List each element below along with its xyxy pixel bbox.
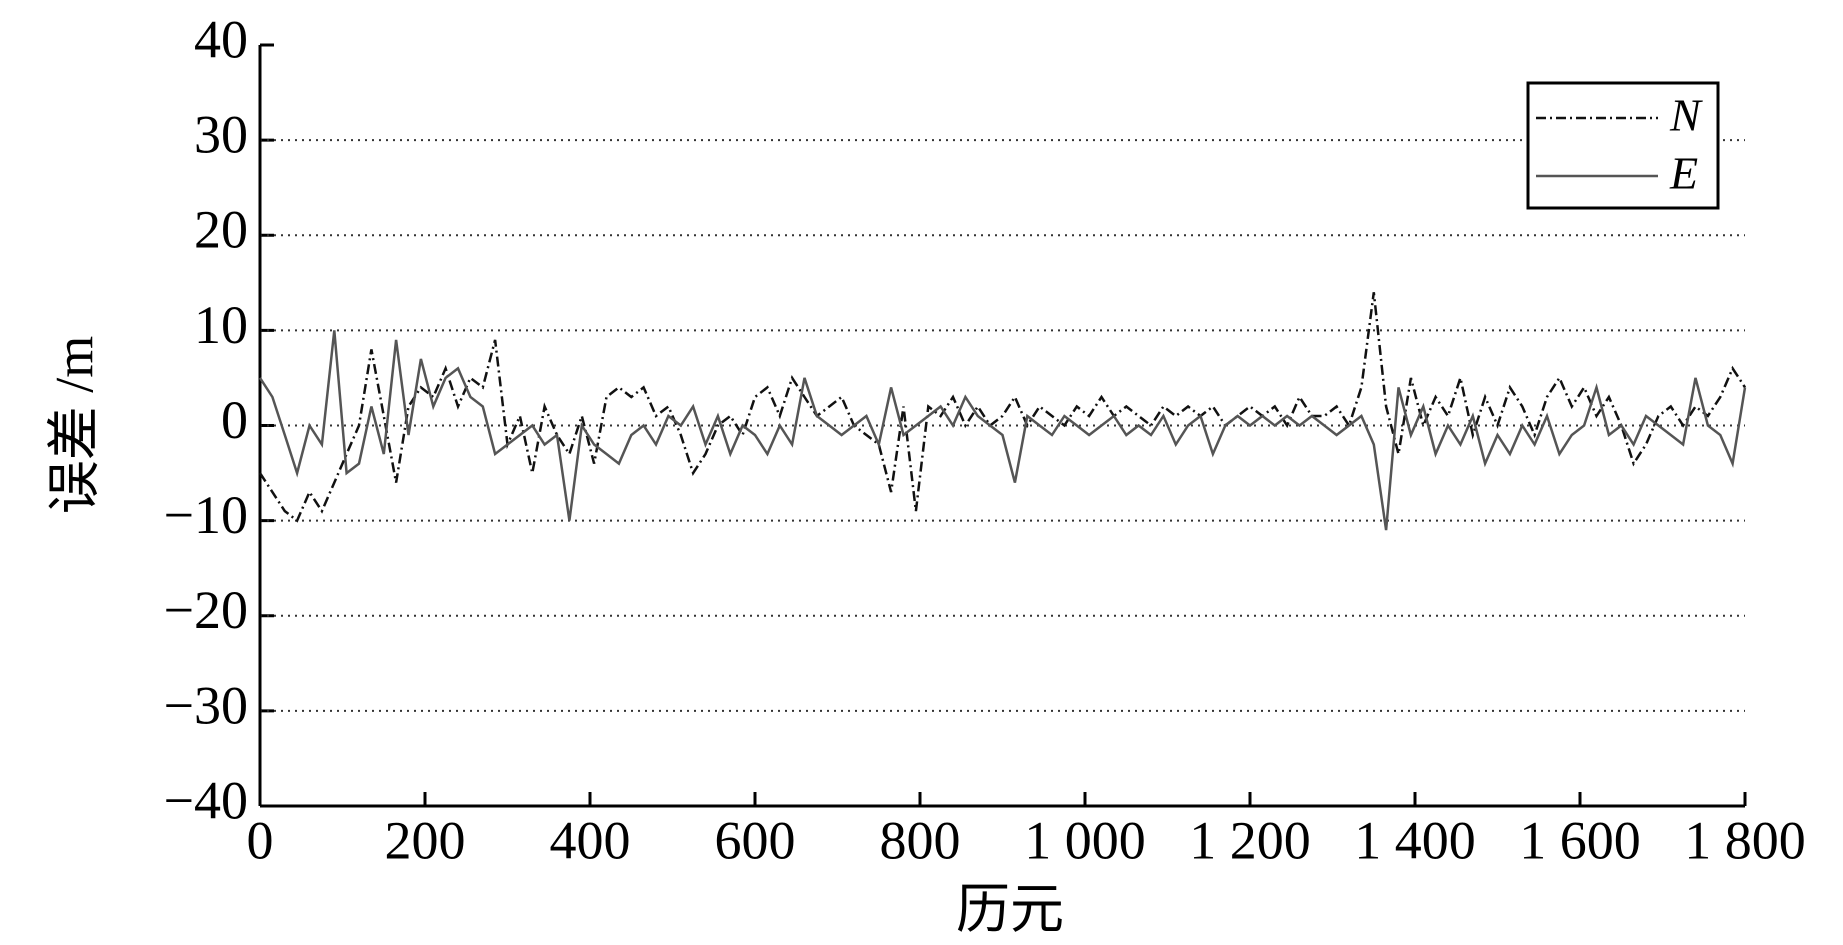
y-tick-label: −20 xyxy=(164,580,248,640)
x-tick-label: 1 000 xyxy=(1024,810,1146,870)
x-tick-label: 1 800 xyxy=(1684,810,1806,870)
legend-box xyxy=(1526,81,1720,210)
legend-label: N xyxy=(1669,90,1703,141)
y-axis-label: 误差 /m xyxy=(44,336,104,515)
x-tick-label: 400 xyxy=(550,810,631,870)
data-line xyxy=(258,330,1747,531)
x-tick-label: 600 xyxy=(715,810,796,870)
y-tick-label: 0 xyxy=(221,390,248,450)
y-tick-label: 40 xyxy=(194,9,248,69)
y-tick-label: 10 xyxy=(194,295,248,355)
y-tick-label: −30 xyxy=(164,675,248,735)
x-tick-label: 1 400 xyxy=(1354,810,1476,870)
x-tick-label: 1 200 xyxy=(1189,810,1311,870)
y-tick-label: −40 xyxy=(164,770,248,830)
x-axis-label: 历元 xyxy=(956,879,1064,939)
x-tick-label: 0 xyxy=(247,810,274,870)
x-tick-label: 200 xyxy=(385,810,466,870)
y-tick-label: 30 xyxy=(194,105,248,165)
legend-label: E xyxy=(1669,148,1698,199)
x-tick-label: 1 600 xyxy=(1519,810,1641,870)
x-tick-label: 800 xyxy=(880,810,961,870)
y-tick-label: −10 xyxy=(164,485,248,545)
y-tick-label: 20 xyxy=(194,200,248,260)
